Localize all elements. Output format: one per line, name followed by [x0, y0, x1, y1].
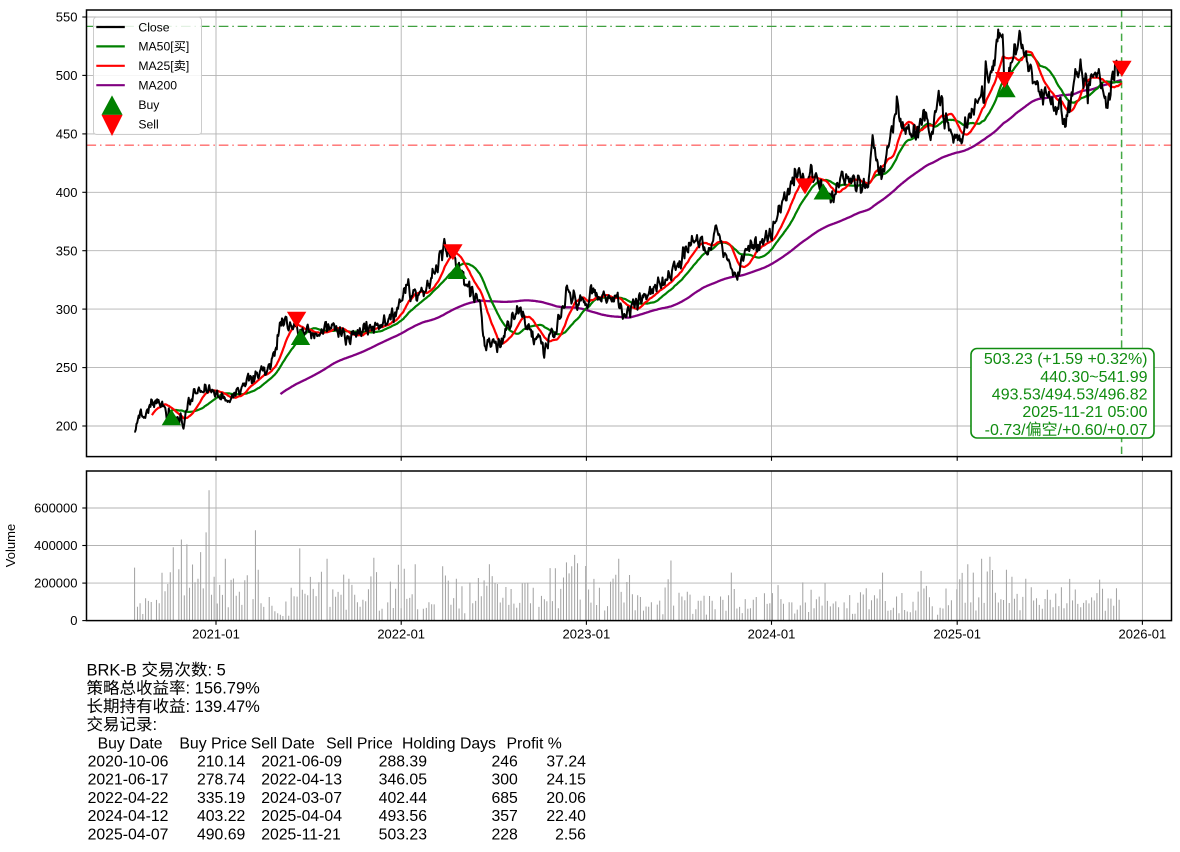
- svg-text:685: 685: [491, 790, 518, 807]
- svg-text:2024-04-12: 2024-04-12: [88, 808, 169, 825]
- svg-text:Sell: Sell: [138, 117, 158, 131]
- svg-text:]: ]: [186, 59, 189, 73]
- svg-text:335.19: 335.19: [197, 790, 246, 807]
- svg-text:2024-03-07: 2024-03-07: [261, 790, 342, 807]
- svg-text:Holding Days: Holding Days: [402, 735, 496, 752]
- svg-text:2021-06-17: 2021-06-17: [88, 772, 169, 789]
- svg-text:2021-06-09: 2021-06-09: [261, 754, 342, 771]
- svg-text:350: 350: [56, 243, 78, 258]
- svg-text:346.05: 346.05: [379, 772, 428, 789]
- svg-text:400000: 400000: [34, 538, 77, 553]
- svg-text:357: 357: [491, 808, 517, 825]
- svg-text:402.44: 402.44: [379, 790, 428, 807]
- svg-text:300: 300: [56, 302, 78, 317]
- svg-text:400: 400: [56, 185, 78, 200]
- svg-text:490.69: 490.69: [197, 826, 246, 843]
- svg-text:2024-01: 2024-01: [748, 627, 796, 642]
- svg-text:228: 228: [491, 826, 518, 843]
- svg-text:250: 250: [56, 360, 78, 375]
- svg-text:450: 450: [56, 127, 78, 142]
- svg-text:Buy Date: Buy Date: [98, 735, 163, 752]
- svg-text:/+0.60/+0.07: /+0.60/+0.07: [1058, 422, 1148, 439]
- svg-text:2.56: 2.56: [555, 826, 586, 843]
- svg-text:37.24: 37.24: [546, 754, 586, 771]
- svg-text:2025-11-21: 2025-11-21: [261, 826, 341, 843]
- svg-text:300: 300: [491, 772, 518, 789]
- svg-text:200000: 200000: [34, 576, 77, 591]
- svg-text:503.23 (+1.59 +0.32%): 503.23 (+1.59 +0.32%): [984, 351, 1148, 368]
- svg-text::: :: [153, 716, 158, 734]
- svg-text:2022-04-22: 2022-04-22: [88, 790, 169, 807]
- svg-text:503.23: 503.23: [379, 826, 428, 843]
- svg-text:2025-04-07: 2025-04-07: [88, 826, 169, 843]
- svg-text:200: 200: [56, 419, 78, 434]
- svg-text:550: 550: [56, 10, 78, 25]
- svg-text:MA50[: MA50[: [138, 40, 174, 54]
- svg-text:2021-01: 2021-01: [192, 627, 240, 642]
- svg-text:Close: Close: [138, 20, 169, 34]
- svg-text:22.40: 22.40: [546, 808, 586, 825]
- svg-text:2025-01: 2025-01: [933, 627, 981, 642]
- svg-text:2022-04-13: 2022-04-13: [261, 772, 342, 789]
- svg-text:2025-11-21 05:00: 2025-11-21 05:00: [1022, 404, 1147, 421]
- svg-text:MA25[: MA25[: [138, 59, 174, 73]
- svg-text:Profit %: Profit %: [507, 735, 562, 752]
- svg-text:493.53/494.53/496.82: 493.53/494.53/496.82: [992, 387, 1148, 404]
- svg-text:Volume: Volume: [3, 524, 18, 567]
- svg-text:278.74: 278.74: [197, 772, 246, 789]
- svg-text:: 139.47%: : 139.47%: [186, 698, 261, 716]
- svg-text:493.56: 493.56: [379, 808, 428, 825]
- svg-text:210.14: 210.14: [197, 754, 246, 771]
- svg-text:0: 0: [70, 613, 77, 628]
- svg-text:: 156.79%: : 156.79%: [186, 680, 261, 698]
- svg-text:Sell Date: Sell Date: [251, 735, 315, 752]
- svg-text:2020-10-06: 2020-10-06: [88, 754, 169, 771]
- svg-text:2026-01: 2026-01: [1119, 627, 1167, 642]
- svg-text:20.06: 20.06: [546, 790, 586, 807]
- svg-text:Sell Price: Sell Price: [326, 735, 393, 752]
- svg-text:500: 500: [56, 68, 78, 83]
- svg-text:BRK-B: BRK-B: [87, 662, 137, 680]
- svg-text:246: 246: [491, 754, 518, 771]
- svg-text:Buy: Buy: [138, 98, 160, 112]
- svg-text:Buy Price: Buy Price: [179, 735, 247, 752]
- svg-text:MA200: MA200: [138, 79, 177, 93]
- svg-text:403.22: 403.22: [197, 808, 245, 825]
- svg-text:]: ]: [186, 40, 189, 54]
- svg-text:440.30~541.99: 440.30~541.99: [1040, 369, 1147, 386]
- svg-text:2023-01: 2023-01: [563, 627, 611, 642]
- svg-text:24.15: 24.15: [546, 772, 586, 789]
- svg-text:2022-01: 2022-01: [377, 627, 425, 642]
- svg-text:600000: 600000: [34, 501, 77, 516]
- svg-text:2025-04-04: 2025-04-04: [261, 808, 342, 825]
- svg-text:288.39: 288.39: [379, 754, 428, 771]
- svg-text:-0.73/: -0.73/: [985, 422, 1026, 439]
- svg-text:: 5: : 5: [208, 662, 226, 680]
